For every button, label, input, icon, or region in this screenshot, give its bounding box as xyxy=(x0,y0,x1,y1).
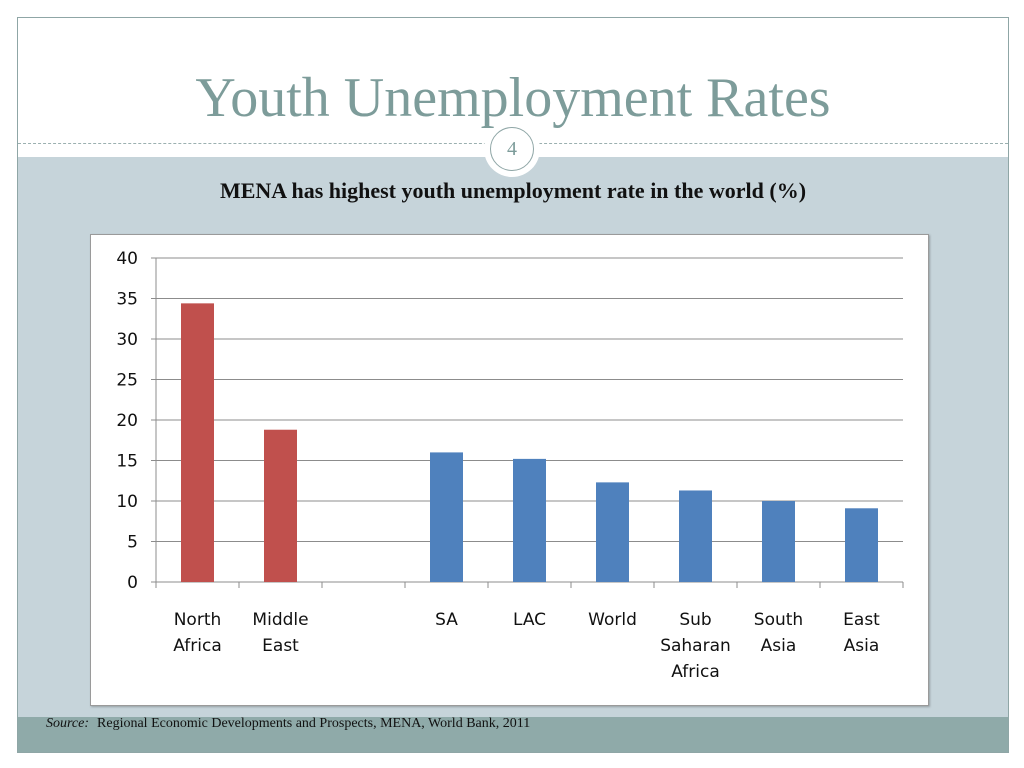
page-number: 4 xyxy=(490,127,534,171)
x-tick-label: Sub xyxy=(679,610,711,630)
slide: Youth Unemployment Rates 4 MENA has high… xyxy=(17,17,1009,753)
x-tick-label: SA xyxy=(435,610,458,630)
source-note: Source: Regional Economic Developments an… xyxy=(46,716,530,732)
bar xyxy=(762,501,795,582)
x-tick-label: Middle xyxy=(252,610,308,630)
y-tick-label: 0 xyxy=(127,573,138,593)
slide-title: Youth Unemployment Rates xyxy=(195,67,831,129)
x-tick-label: North xyxy=(174,610,222,630)
source-text: Regional Economic Developments and Prosp… xyxy=(97,716,531,731)
y-tick-label: 20 xyxy=(116,411,138,431)
x-tick-label: LAC xyxy=(513,610,546,630)
x-tick-label: South xyxy=(754,610,803,630)
bar-chart: 0 5 10 15 20 25 30 35 40 North Africa Middle East SA L… xyxy=(116,249,904,682)
x-tick-label: Africa xyxy=(671,662,720,682)
y-tick-label: 10 xyxy=(116,492,138,512)
bar xyxy=(513,458,546,582)
x-tick-label: East xyxy=(843,610,880,630)
bar xyxy=(264,429,297,582)
bar xyxy=(845,508,878,582)
y-tick-label: 25 xyxy=(116,371,138,391)
bar xyxy=(430,452,463,582)
x-tick-label: East xyxy=(262,636,299,656)
y-tick-label: 30 xyxy=(116,330,138,350)
chart-title: MENA has highest youth unemployment rate… xyxy=(219,178,807,203)
y-tick-label: 15 xyxy=(116,452,138,472)
bar xyxy=(679,490,712,582)
page-number-badge: 4 xyxy=(484,121,540,177)
x-tick-label: Asia xyxy=(844,636,880,656)
y-tick-label: 40 xyxy=(116,249,138,269)
bar xyxy=(596,482,629,582)
x-tick-label: Africa xyxy=(173,636,222,656)
y-tick-label: 5 xyxy=(127,533,138,553)
bar xyxy=(181,303,214,582)
x-tick-label: World xyxy=(588,610,637,630)
x-tick-label: Asia xyxy=(761,636,797,656)
chart-container: 0 5 10 15 20 25 30 35 40 North Africa Middle East SA L… xyxy=(90,234,929,706)
y-tick-label: 35 xyxy=(116,290,138,310)
source-label: Source: xyxy=(46,716,90,731)
x-tick-label: Saharan xyxy=(660,636,731,656)
footer-bar xyxy=(18,717,1008,752)
